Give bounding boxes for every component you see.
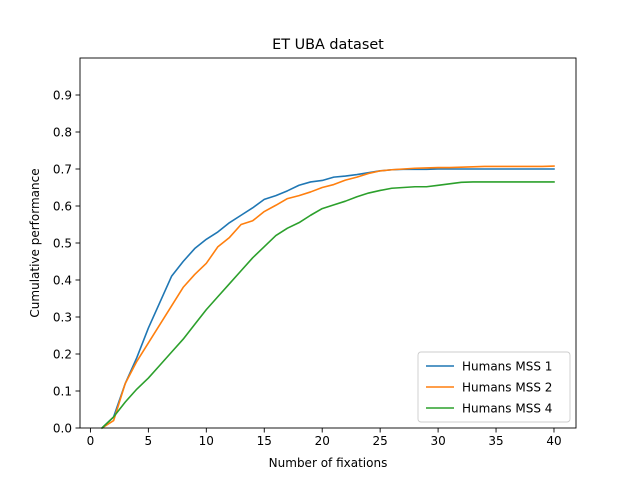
x-tick-label: 5 bbox=[145, 434, 153, 448]
y-tick-label: 0.1 bbox=[53, 384, 72, 398]
y-tick-label: 0.5 bbox=[53, 236, 72, 250]
legend-entry: Humans MSS 2 bbox=[462, 380, 552, 394]
x-axis-ticks: 0 5 10 15 20 25 30 35 40 bbox=[87, 428, 562, 448]
y-tick-label: 0.4 bbox=[53, 273, 72, 287]
x-tick-label: 40 bbox=[546, 434, 561, 448]
x-tick-label: 10 bbox=[199, 434, 214, 448]
legend-entry: Humans MSS 1 bbox=[462, 359, 552, 373]
series-line-2 bbox=[100, 165, 555, 430]
plot-lines bbox=[100, 165, 555, 430]
x-tick-label: 25 bbox=[373, 434, 388, 448]
y-tick-label: 0.7 bbox=[53, 162, 72, 176]
x-tick-label: 15 bbox=[257, 434, 272, 448]
x-tick-label: 35 bbox=[488, 434, 503, 448]
x-tick-label: 30 bbox=[430, 434, 445, 448]
y-tick-label: 0.0 bbox=[53, 421, 72, 435]
legend-entry: Humans MSS 4 bbox=[462, 401, 552, 415]
y-tick-label: 0.2 bbox=[53, 347, 72, 361]
x-tick-label: 0 bbox=[87, 434, 95, 448]
y-axis-label: Cumulative performance bbox=[28, 168, 42, 317]
x-tick-label: 20 bbox=[315, 434, 330, 448]
y-tick-label: 0.6 bbox=[53, 199, 72, 213]
y-axis-ticks: 0.0 0.1 0.2 0.3 0.4 0.5 0.6 0.7 0.8 0.9 bbox=[53, 88, 80, 435]
series-line-1 bbox=[100, 168, 555, 430]
chart-title: ET UBA dataset bbox=[272, 37, 384, 53]
legend-box bbox=[417, 351, 571, 423]
y-tick-label: 0.9 bbox=[53, 88, 72, 102]
y-tick-label: 0.3 bbox=[53, 310, 72, 324]
x-axis-label: Number of fixations bbox=[269, 456, 388, 470]
series-line-3 bbox=[100, 181, 555, 430]
y-tick-label: 0.8 bbox=[53, 125, 72, 139]
legend: Humans MSS 1 Humans MSS 2 Humans MSS 4 bbox=[417, 351, 571, 423]
